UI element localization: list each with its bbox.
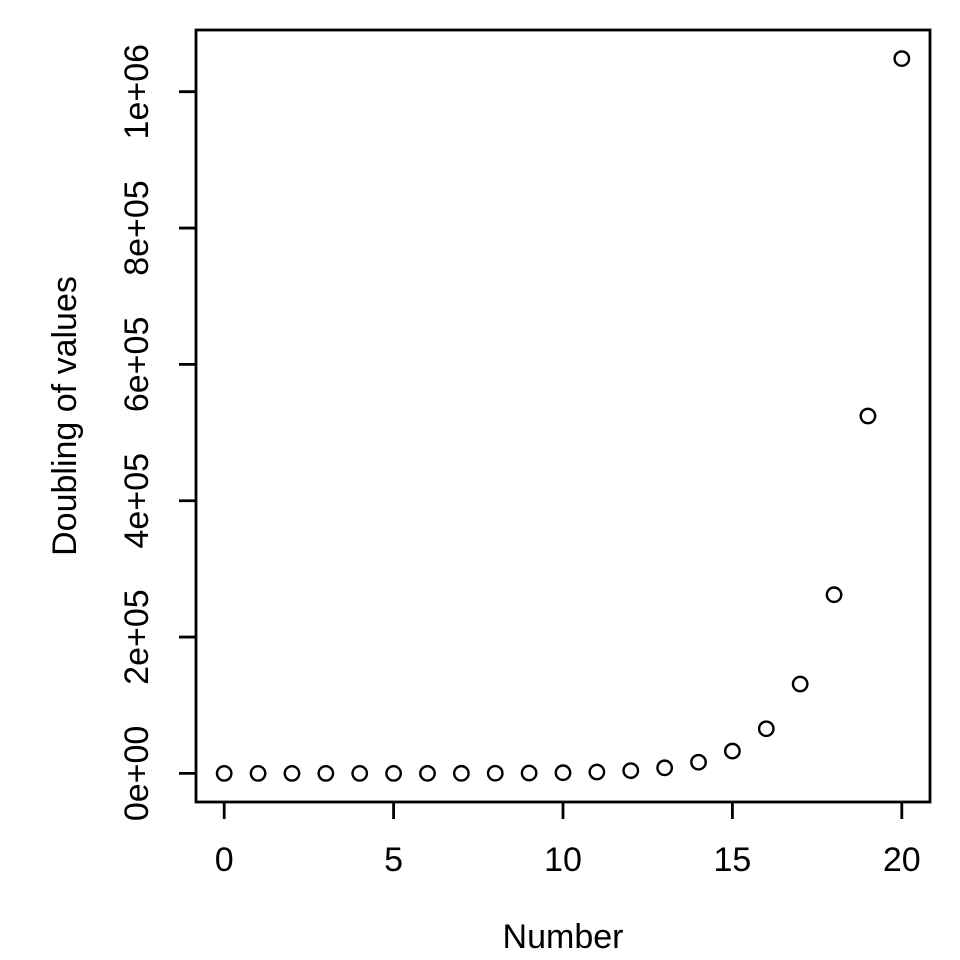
data-point	[893, 50, 911, 67]
data-point	[215, 765, 233, 782]
data-point	[249, 765, 267, 782]
data-point	[622, 762, 640, 780]
y-tick-label: 8e+05	[118, 180, 156, 276]
y-tick-label: 2e+05	[118, 589, 156, 685]
x-tick-label: 5	[384, 841, 403, 879]
data-point	[588, 763, 606, 781]
plot-box	[194, 28, 932, 804]
data-point	[554, 764, 572, 782]
data-point	[317, 765, 335, 782]
y-axis-title: Doubling of values	[46, 276, 84, 556]
data-point	[385, 764, 402, 782]
data-point	[419, 764, 436, 782]
x-axis-title: Number	[503, 918, 624, 956]
x-tick-label: 10	[544, 841, 582, 879]
chart-layer: 0 5 10 15 20 0e+00 2e+05 4e+05 6e+05 8e+05 1e+06	[118, 28, 932, 879]
y-tick-label: 1e+06	[118, 44, 156, 139]
data-point	[757, 720, 775, 738]
data-point	[690, 753, 707, 771]
data-point	[486, 764, 504, 782]
data-point	[859, 407, 877, 425]
x-tick-label: 20	[883, 841, 921, 879]
x-tick-label: 0	[215, 841, 234, 879]
data-point	[825, 586, 843, 604]
data-point	[724, 742, 741, 760]
data-point	[791, 675, 809, 693]
data-point	[452, 764, 470, 782]
data-point	[351, 764, 369, 782]
y-tick-label: 0e+00	[118, 726, 156, 822]
y-tick-label: 4e+05	[118, 453, 156, 548]
y-tick-label: 6e+05	[118, 317, 156, 413]
x-tick-label: 15	[713, 841, 751, 879]
data-point	[283, 765, 301, 782]
data-point	[520, 764, 538, 782]
data-point	[656, 759, 674, 777]
